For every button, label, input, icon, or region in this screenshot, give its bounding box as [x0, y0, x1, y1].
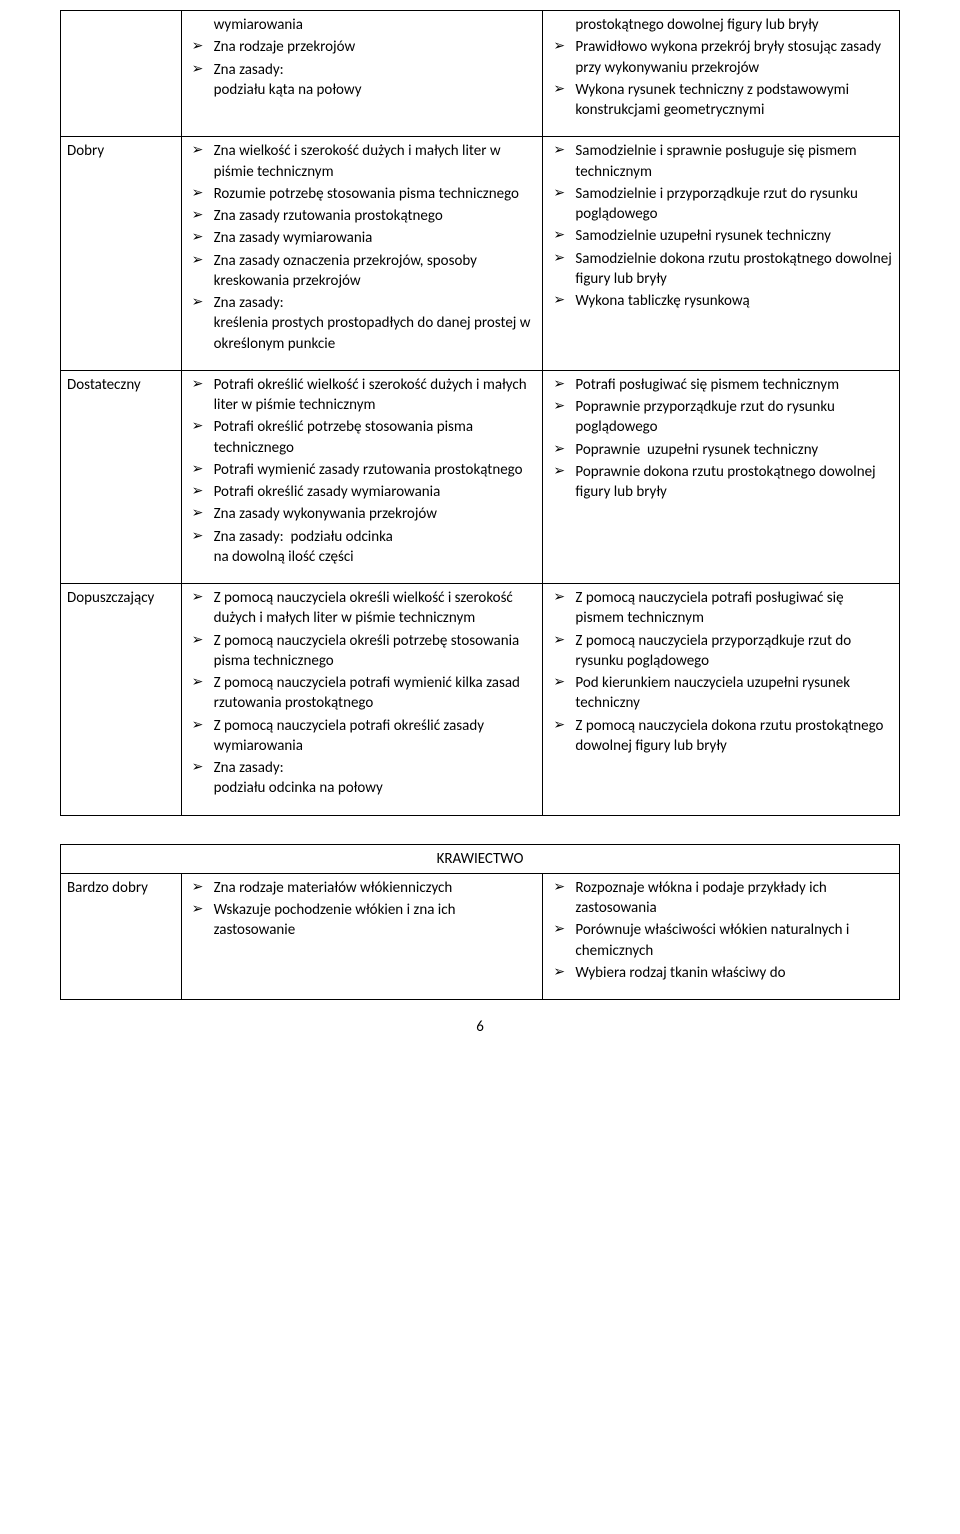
list-item: Samodzielnie dokona rzutu prostokątnego … [573, 249, 893, 290]
list-item: Zna zasady:podziału kąta na połowy [212, 60, 537, 101]
row-left-cell: Z pomocą nauczyciela określi wielkość i … [181, 584, 543, 816]
list-item: Potrafi wymienić zasady rzutowania prost… [212, 460, 537, 480]
list-item: Z pomocą nauczyciela przyporządkuje rzut… [573, 631, 893, 672]
row-left-cell: wymiarowaniaZna rodzaje przekrojów Zna za… [181, 11, 543, 137]
list-item: Wykona tabliczkę rysunkową [573, 291, 893, 311]
list-item: Zna zasady:kreślenia prostych prostopadł… [212, 293, 537, 354]
list-item: Zna rodzaje przekrojów [212, 37, 537, 57]
list-item: Z pomocą nauczyciela dokona rzutu prosto… [573, 716, 893, 757]
list-item: Potrafi określić wielkość i szerokość du… [212, 375, 537, 416]
list-item: wymiarowania [212, 15, 537, 35]
list-item: Potrafi określić potrzebę stosowania pis… [212, 417, 537, 458]
table-spacer [60, 816, 900, 844]
row-right-cell: prostokątnego dowolnej figury lub bryłyP… [543, 11, 900, 137]
row-right-cell: Samodzielnie i sprawnie posługuje się pi… [543, 137, 900, 371]
row-label: Dobry [61, 137, 182, 371]
list-item: Wybiera rodzaj tkanin właściwy do [573, 963, 893, 983]
list-item: Potrafi określić zasady wymiarowania [212, 482, 537, 502]
list-item: Samodzielnie i sprawnie posługuje się pi… [573, 141, 893, 182]
list-item: Pod kierunkiem nauczyciela uzupełni rysu… [573, 673, 893, 714]
list-item: Zna rodzaje materiałów włókienniczych [212, 878, 537, 898]
list-item: Zna zasady:podziału odcinka na połowy [212, 758, 537, 799]
list-item: Poprawnie uzupełni rysunek techniczny [573, 440, 893, 460]
section2-row-right: Rozpoznaje włókna i podaje przykłady ich… [543, 873, 900, 999]
list-item: Poprawnie przyporządkuje rzut do rysunku… [573, 397, 893, 438]
list-item: Rozumie potrzebę stosowania pisma techni… [212, 184, 537, 204]
section2-row-left: Zna rodzaje materiałów włókienniczychWsk… [181, 873, 543, 999]
row-right-cell: Z pomocą nauczyciela potrafi posługiwać … [543, 584, 900, 816]
list-item: Wykona rysunek techniczny z podstawowymi… [573, 80, 893, 121]
list-item: Z pomocą nauczyciela potrafi wymienić ki… [212, 673, 537, 714]
list-item: Porównuje właściwości włókien naturalnyc… [573, 920, 893, 961]
list-item: Z pomocą nauczyciela określi wielkość i … [212, 588, 537, 629]
list-item: Zna zasady wykonywania przekrojów [212, 504, 537, 524]
list-item: Zna zasady rzutowania prostokątnego [212, 206, 537, 226]
list-item: Potrafi posługiwać się pismem techniczny… [573, 375, 893, 395]
row-right-cell: Potrafi posługiwać się pismem techniczny… [543, 370, 900, 583]
list-item: Z pomocą nauczyciela potrafi określić za… [212, 716, 537, 757]
section2-table: KRAWIECTWO Bardzo dobry Zna rodzaje mate… [60, 844, 900, 1001]
list-item: Rozpoznaje włókna i podaje przykłady ich… [573, 878, 893, 919]
row-left-cell: Potrafi określić wielkość i szerokość du… [181, 370, 543, 583]
list-item: Poprawnie dokona rzutu prostokątnego dow… [573, 462, 893, 503]
list-item: Zna zasady: podziału odcinkana dowolną i… [212, 527, 537, 568]
main-table: wymiarowaniaZna rodzaje przekrojów Zna za… [60, 10, 900, 816]
list-item: Z pomocą nauczyciela potrafi posługiwać … [573, 588, 893, 629]
list-item: Zna zasady wymiarowania [212, 228, 537, 248]
row-label: Dostateczny [61, 370, 182, 583]
list-item: Samodzielnie uzupełni rysunek techniczny [573, 226, 893, 246]
list-item: Prawidłowo wykona przekrój bryły stosują… [573, 37, 893, 78]
row-label [61, 11, 182, 137]
list-item: Z pomocą nauczyciela określi potrzebę st… [212, 631, 537, 672]
section2-row-label: Bardzo dobry [61, 873, 182, 999]
row-left-cell: Zna wielkość i szerokość dużych i małych… [181, 137, 543, 371]
list-item: prostokątnego dowolnej figury lub bryły [573, 15, 893, 35]
section2-title: KRAWIECTWO [61, 844, 900, 873]
list-item: Zna zasady oznaczenia przekrojów, sposob… [212, 251, 537, 292]
list-item: Wskazuje pochodzenie włókien i zna ich z… [212, 900, 537, 941]
list-item: Samodzielnie i przyporządkuje rzut do ry… [573, 184, 893, 225]
list-item: Zna wielkość i szerokość dużych i małych… [212, 141, 537, 182]
page-number: 6 [60, 1018, 900, 1036]
row-label: Dopuszczający [61, 584, 182, 816]
page-container: wymiarowaniaZna rodzaje przekrojów Zna za… [0, 0, 960, 1056]
